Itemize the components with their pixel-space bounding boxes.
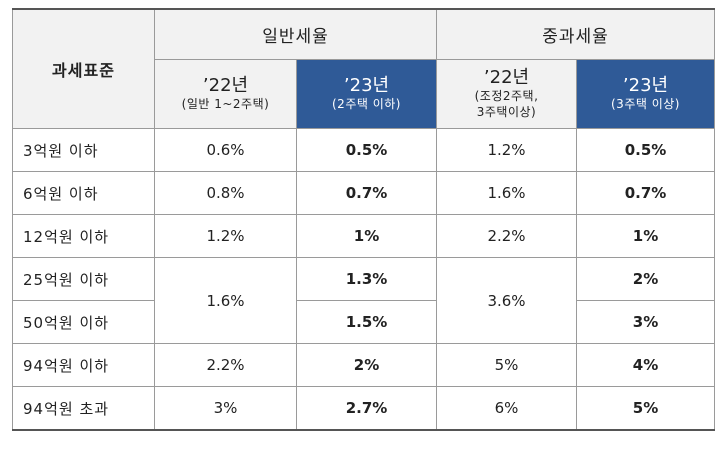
tax-base-cell: 12억원 이하 [12,214,155,258]
year-label: ’22년 [483,67,530,88]
table-row: 3억원 이하 0.6% 0.5% 1.2% 0.5% [12,128,715,172]
header-general-2023: ’23년 (2주택 이하) [296,59,437,129]
heavy-2022-cell: 1.6% [436,171,577,215]
header-heavy-2022: ’22년 (조정2주택, 3주택이상) [436,59,577,129]
heavy-2023-cell: 2% [576,257,715,301]
header-tax-base: 과세표준 [12,8,155,129]
table-row: 25억원 이하 1.6% 1.3% 3.6% 2% [12,257,715,344]
table-row: 50억원 이하 1.5% 3% [12,300,715,344]
heavy-2023-cell: 1% [576,214,715,258]
year-label: ’23년 [343,75,390,96]
general-2023-cell: 0.5% [296,128,437,172]
heavy-2022-cell: 5% [436,343,577,387]
general-2023-cell: 1.5% [296,300,437,344]
general-2023-cell: 0.7% [296,171,437,215]
table-row: 6억원 이하 0.8% 0.7% 1.6% 0.7% [12,171,715,215]
table-row: 94억원 이하 2.2% 2% 5% 4% [12,343,715,387]
year-sublabel: 3주택이상) [476,105,537,119]
general-2023-cell: 2.7% [296,386,437,431]
general-2022-cell: 0.6% [154,128,297,172]
year-sublabel: (2주택 이하) [332,97,401,111]
year-sublabel: (일반 1~2주택) [181,97,270,111]
heavy-2023-cell: 0.5% [576,128,715,172]
tax-rate-table-container: 과세표준 일반세율 중과세율 ’22년 (일반 1~2주택) ’23년 (2주택… [12,8,715,431]
tax-base-cell: 25억원 이하 [12,257,155,301]
general-2022-cell: 2.2% [154,343,297,387]
heavy-2023-cell: 4% [576,343,715,387]
tax-base-cell: 94억원 초과 [12,386,155,431]
heavy-2023-cell: 0.7% [576,171,715,215]
general-2022-cell: 1.6% [154,257,297,344]
year-label: ’22년 [202,75,249,96]
header-general-2022: ’22년 (일반 1~2주택) [154,59,297,129]
general-2022-cell: 1.2% [154,214,297,258]
heavy-2023-cell: 5% [576,386,715,431]
heavy-2022-cell: 3.6% [436,257,577,344]
table-row: 12억원 이하 1.2% 1% 2.2% 1% [12,214,715,258]
year-sublabel: (조정2주택, [474,89,539,103]
heavy-2023-cell: 3% [576,300,715,344]
heavy-2022-cell: 2.2% [436,214,577,258]
header-heavy-rate: 중과세율 [436,8,715,60]
general-2022-cell: 3% [154,386,297,431]
heavy-2022-cell: 1.2% [436,128,577,172]
tax-base-cell: 6억원 이하 [12,171,155,215]
general-2023-cell: 1.3% [296,257,437,301]
tax-rate-table: 과세표준 일반세율 중과세율 ’22년 (일반 1~2주택) ’23년 (2주택… [12,8,715,431]
header-row-years: ’22년 (일반 1~2주택) ’23년 (2주택 이하) ’22년 (조정2주… [13,59,715,129]
tax-base-cell: 94억원 이하 [12,343,155,387]
year-label: ’23년 [622,75,669,96]
table-row: 94억원 초과 3% 2.7% 6% 5% [12,386,715,431]
header-heavy-2023: ’23년 (3주택 이상) [576,59,715,129]
tax-base-cell: 50억원 이하 [12,300,155,344]
header-row-groups: 과세표준 일반세율 중과세율 [12,8,715,129]
general-2023-cell: 2% [296,343,437,387]
header-general-rate: 일반세율 [154,8,437,60]
tax-base-cell: 3억원 이하 [12,128,155,172]
general-2023-cell: 1% [296,214,437,258]
general-2022-cell: 0.8% [154,171,297,215]
heavy-2022-cell: 6% [436,386,577,431]
year-sublabel: (3주택 이상) [611,97,680,111]
